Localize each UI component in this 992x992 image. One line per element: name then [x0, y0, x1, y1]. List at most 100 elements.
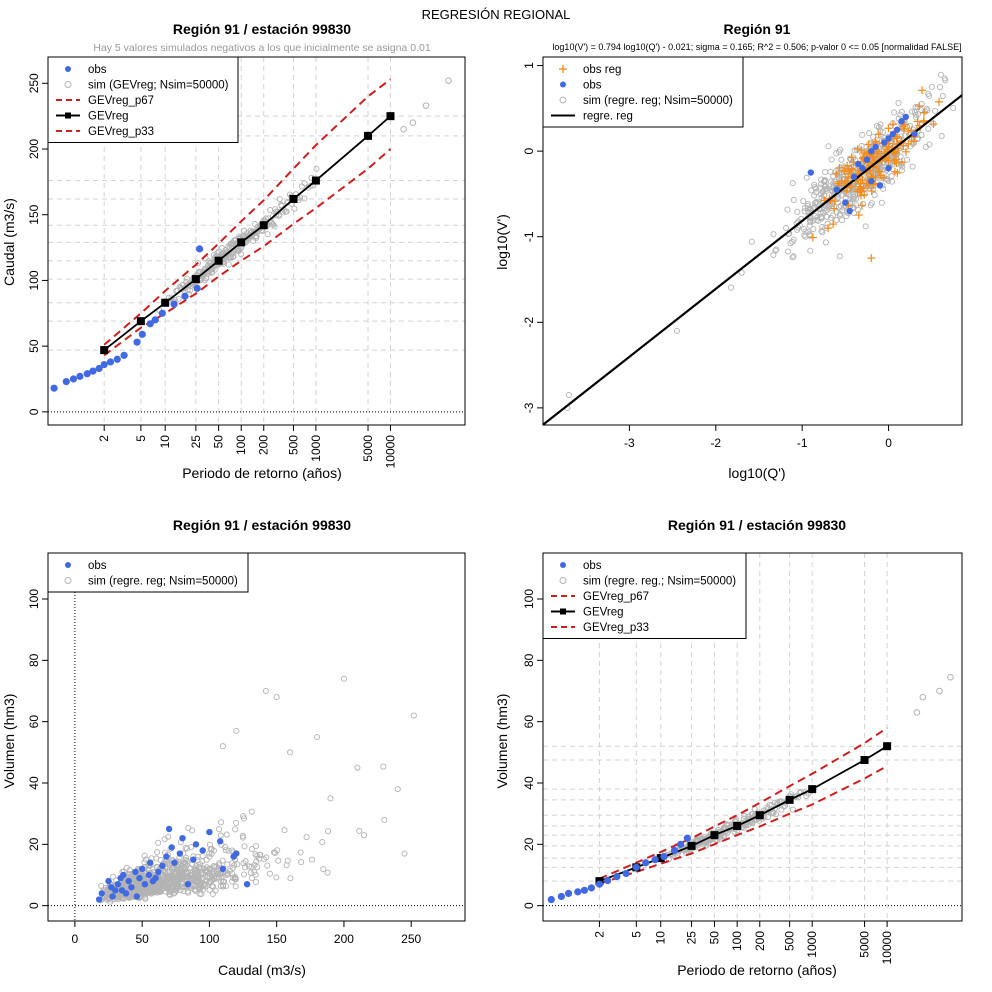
sim-point: [327, 795, 334, 802]
x-tick-label: 250: [401, 932, 421, 946]
sim-point: [802, 228, 809, 235]
sim-point: [266, 870, 273, 877]
x-tick-label: 500: [286, 435, 300, 455]
x-tick-label: -2: [710, 436, 721, 450]
legend-fit-marker: [560, 608, 566, 615]
sim-point: [163, 871, 170, 878]
x-tick-label: 2: [592, 931, 606, 938]
sim-point: [219, 743, 226, 750]
obs-point: [146, 320, 154, 328]
sim-point: [200, 865, 207, 872]
obs-point: [190, 856, 197, 863]
obs-point: [580, 886, 589, 894]
sim-point: [827, 178, 834, 185]
sim-point: [947, 673, 954, 681]
sim-point: [301, 195, 308, 202]
obs-point: [859, 165, 866, 172]
obs-point: [587, 884, 596, 892]
gevreg-marker: [289, 194, 298, 203]
sim-point: [782, 224, 790, 232]
sim-point: [319, 839, 326, 846]
x-tick-label: 5000: [858, 931, 872, 958]
sim-point: [146, 888, 153, 895]
sim-point: [230, 253, 237, 260]
obs-point: [181, 292, 189, 300]
gevreg-marker: [883, 742, 892, 751]
sim-point: [232, 883, 239, 890]
sim-point: [919, 693, 927, 701]
obs-point: [152, 874, 159, 882]
sim-point: [222, 847, 229, 854]
gevreg-p33-line: [103, 148, 392, 357]
obs-point: [159, 862, 166, 869]
sim-point: [189, 827, 196, 834]
sim-point: [914, 103, 921, 110]
y-tick-label: 0: [27, 408, 41, 415]
legend: obs reg obs sim (regre. reg; Nsim=50000) re…: [542, 56, 744, 128]
sim-point: [207, 878, 214, 885]
obs-point: [122, 890, 130, 897]
obs-point: [95, 896, 103, 903]
sim-point: [213, 875, 220, 882]
sim-point: [276, 196, 283, 203]
sim-point: [248, 863, 255, 870]
obs-point: [651, 856, 659, 864]
legend: obs sim (regre. reg; Nsim=50000): [47, 552, 249, 593]
gevreg-marker: [710, 831, 719, 840]
panel2-subtitle: log10(V') = 0.794 log10(Q') - 0.021; sig…: [552, 42, 961, 52]
x-tick-label: 10000: [880, 931, 894, 965]
sim-point: [394, 786, 401, 793]
sim-point: [238, 251, 245, 258]
legend-box: [542, 552, 747, 639]
gevreg-marker: [733, 821, 742, 830]
gevreg-p67-line: [103, 78, 392, 346]
sim-point: [222, 882, 230, 890]
sim-point: [223, 831, 230, 838]
sim-point: [871, 191, 878, 198]
obs-point: [683, 834, 691, 842]
panel2-xlabel: log10(Q'): [728, 465, 785, 481]
sim-point: [251, 861, 258, 868]
panel-volumen-return-period: Región 91 / estación 99830 Periodo de re…: [494, 517, 963, 978]
obs-point: [133, 338, 141, 346]
sim-point: [183, 275, 190, 282]
x-tick-label: 50: [212, 435, 226, 449]
sim-point: [185, 824, 192, 831]
sim-point: [836, 204, 843, 211]
sim-point: [410, 712, 417, 719]
sim-point: [787, 240, 794, 247]
sim-point: [165, 884, 172, 891]
sim-point: [409, 119, 417, 127]
obs-point: [120, 351, 128, 359]
sim-point: [166, 888, 173, 895]
legend-label: sim (GEVreg; Nsim=50000): [88, 80, 229, 92]
gevreg-marker: [100, 346, 109, 355]
sim-point: [805, 228, 812, 235]
y-tick-label: 250: [27, 73, 41, 93]
sim-point: [837, 146, 844, 153]
sim-point: [860, 200, 867, 207]
obs-point: [833, 186, 840, 193]
legend-label: obs: [88, 560, 107, 572]
sim-point: [925, 90, 932, 97]
sim-point: [218, 819, 225, 826]
gevreg-marker: [191, 275, 200, 284]
sim-point: [400, 125, 407, 133]
sim-point: [194, 259, 202, 267]
x-tick-label: 200: [753, 931, 767, 951]
y-tick-label: -1: [522, 231, 536, 242]
sim-point: [878, 199, 885, 206]
sim-point: [242, 864, 249, 871]
sim-point: [209, 871, 216, 878]
sim-point: [825, 143, 832, 150]
sim-point: [256, 855, 263, 862]
sim-point: [263, 854, 270, 861]
obs-point: [868, 177, 875, 185]
sim-point: [264, 231, 271, 238]
gevreg-marker: [136, 317, 145, 326]
sim-point: [291, 205, 298, 212]
sim-point: [913, 709, 921, 716]
legend-obs-marker: [65, 562, 71, 568]
sim-point: [340, 675, 347, 682]
obs-point: [147, 859, 154, 866]
